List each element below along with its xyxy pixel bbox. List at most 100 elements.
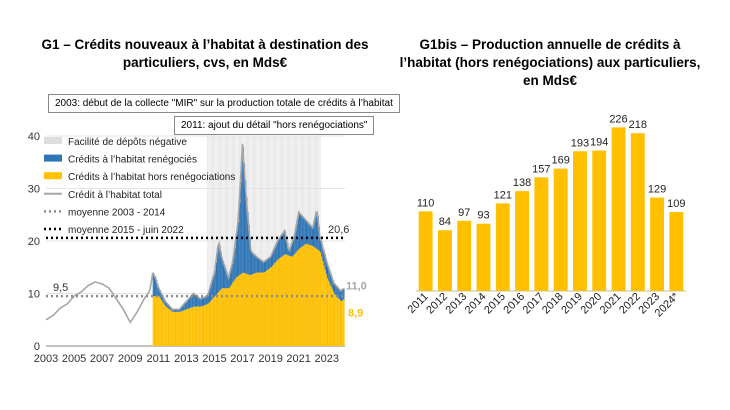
bar-hors-renegociations xyxy=(280,257,282,346)
y-tick-label: 20 xyxy=(28,236,40,248)
data-label: 93 xyxy=(477,210,489,222)
bar-hors-renegociations xyxy=(218,291,220,346)
bar-hors-renegociations xyxy=(297,249,299,346)
x-tick-label: 2011 xyxy=(406,291,431,316)
x-tick-label: 2021 xyxy=(598,291,624,317)
bar-renegocies xyxy=(224,264,226,289)
bar-renegocies xyxy=(229,272,232,287)
legend-swatch xyxy=(44,172,62,180)
bar-renegocies xyxy=(217,253,219,294)
bar-renegocies xyxy=(221,257,223,289)
bar-renegocies xyxy=(330,273,332,287)
bar-hors-renegociations xyxy=(268,268,270,346)
bar-renegocies xyxy=(325,258,327,275)
bar-renegocies xyxy=(233,256,235,281)
bar-renegocies xyxy=(231,268,233,285)
bar-renegocies xyxy=(159,290,161,299)
bar-hors-renegociations xyxy=(181,310,184,346)
bar-renegocies xyxy=(307,221,309,245)
chart1-note-hors-renegociations: 2011: ajout du détail "hors renégociatio… xyxy=(174,116,375,135)
bar-hors-renegociations xyxy=(184,310,186,346)
bar-hors-renegociations xyxy=(259,272,261,346)
bar-hors-renegociations xyxy=(337,297,339,346)
bar-renegocies xyxy=(179,308,181,312)
bar-renegocies xyxy=(293,239,295,256)
bar-2014 xyxy=(476,223,491,291)
bar-renegocies xyxy=(208,291,211,303)
bar-hors-renegociations xyxy=(261,272,263,346)
bar-renegocies xyxy=(312,226,315,247)
bar-hors-renegociations xyxy=(304,244,306,346)
bar-hors-renegociations xyxy=(169,309,171,346)
bar-renegocies xyxy=(328,266,330,281)
bar-renegocies xyxy=(276,243,278,261)
bar-renegocies xyxy=(201,298,203,307)
bar-renegocies xyxy=(319,236,322,253)
bar-renegocies xyxy=(336,285,338,297)
x-tick-label: 2017 xyxy=(230,353,254,365)
bar-hors-renegociations xyxy=(211,299,213,346)
x-tick-label: 2011 xyxy=(146,353,170,365)
y-tick-label: 30 xyxy=(28,184,40,196)
bar-renegocies xyxy=(163,297,165,304)
bar-renegocies xyxy=(178,309,180,312)
bar-renegocies xyxy=(329,269,331,284)
bar-renegocies xyxy=(284,231,287,255)
bar-hors-renegociations xyxy=(321,256,323,346)
bar-hors-renegociations xyxy=(288,255,290,346)
bar-renegocies xyxy=(287,243,289,256)
bar-hors-renegociations xyxy=(167,308,170,346)
bar-renegocies xyxy=(256,256,258,273)
bar-hors-renegociations xyxy=(234,279,236,346)
data-label: 109 xyxy=(667,198,685,210)
bar-2017 xyxy=(534,177,549,291)
chart1: 0 10 20 30 40 2003 2005 2007 2009 2011 2013 2015 201… xyxy=(28,131,367,365)
data-label: 110 xyxy=(417,197,435,209)
x-tick-label: 2014 xyxy=(463,291,489,317)
bar-2011 xyxy=(418,211,433,291)
bar-renegocies xyxy=(324,254,326,270)
bar-hors-renegociations xyxy=(208,302,211,346)
bar-renegocies xyxy=(260,259,262,273)
bar-renegocies xyxy=(304,218,306,245)
bar-2021 xyxy=(611,127,626,291)
bar-hors-renegociations xyxy=(273,264,275,346)
bar-hors-renegociations xyxy=(315,248,317,346)
bar-hors-renegociations xyxy=(312,246,315,346)
bar-renegocies xyxy=(192,294,194,307)
bar-renegocies xyxy=(242,147,244,273)
bar-renegocies xyxy=(316,211,318,250)
bar-hors-renegociations xyxy=(239,274,241,346)
bar-hors-renegociations xyxy=(219,290,221,346)
bar-renegocies xyxy=(204,297,206,306)
bar-hors-renegociations xyxy=(247,274,249,346)
bar-renegocies xyxy=(314,221,316,248)
bar-hors-renegociations xyxy=(220,289,222,346)
bar-renegocies xyxy=(259,258,261,273)
bar-hors-renegociations xyxy=(164,305,166,346)
legend-label: Crédits à l’habitat hors renégociations xyxy=(68,172,235,183)
x-tick-label: 2019 xyxy=(258,353,282,365)
bar-renegocies xyxy=(212,279,214,299)
bar-hors-renegociations xyxy=(274,263,276,346)
bar-hors-renegociations xyxy=(326,278,329,346)
bar-renegocies xyxy=(301,215,303,247)
bar-renegocies xyxy=(185,302,187,310)
bar-hors-renegociations xyxy=(213,297,215,346)
chart1-legend: Facilité de dépôts négative Crédits à l’h… xyxy=(44,137,235,236)
bar-renegocies xyxy=(187,299,189,309)
bar-hors-renegociations xyxy=(187,308,189,346)
bar-renegocies xyxy=(277,240,280,260)
bar-hors-renegociations xyxy=(249,275,251,346)
bar-renegocies xyxy=(227,274,229,289)
bar-renegocies xyxy=(155,276,157,297)
bar-hors-renegociations xyxy=(272,265,274,346)
bar-hors-renegociations xyxy=(286,254,288,346)
bar-hors-renegociations xyxy=(250,274,253,346)
bar-hors-renegociations xyxy=(316,249,318,346)
bar-renegocies xyxy=(174,309,177,312)
bar-hors-renegociations xyxy=(331,288,333,346)
bar-2013 xyxy=(457,220,472,291)
bar-hors-renegociations xyxy=(162,301,164,346)
bar-renegocies xyxy=(191,295,193,308)
